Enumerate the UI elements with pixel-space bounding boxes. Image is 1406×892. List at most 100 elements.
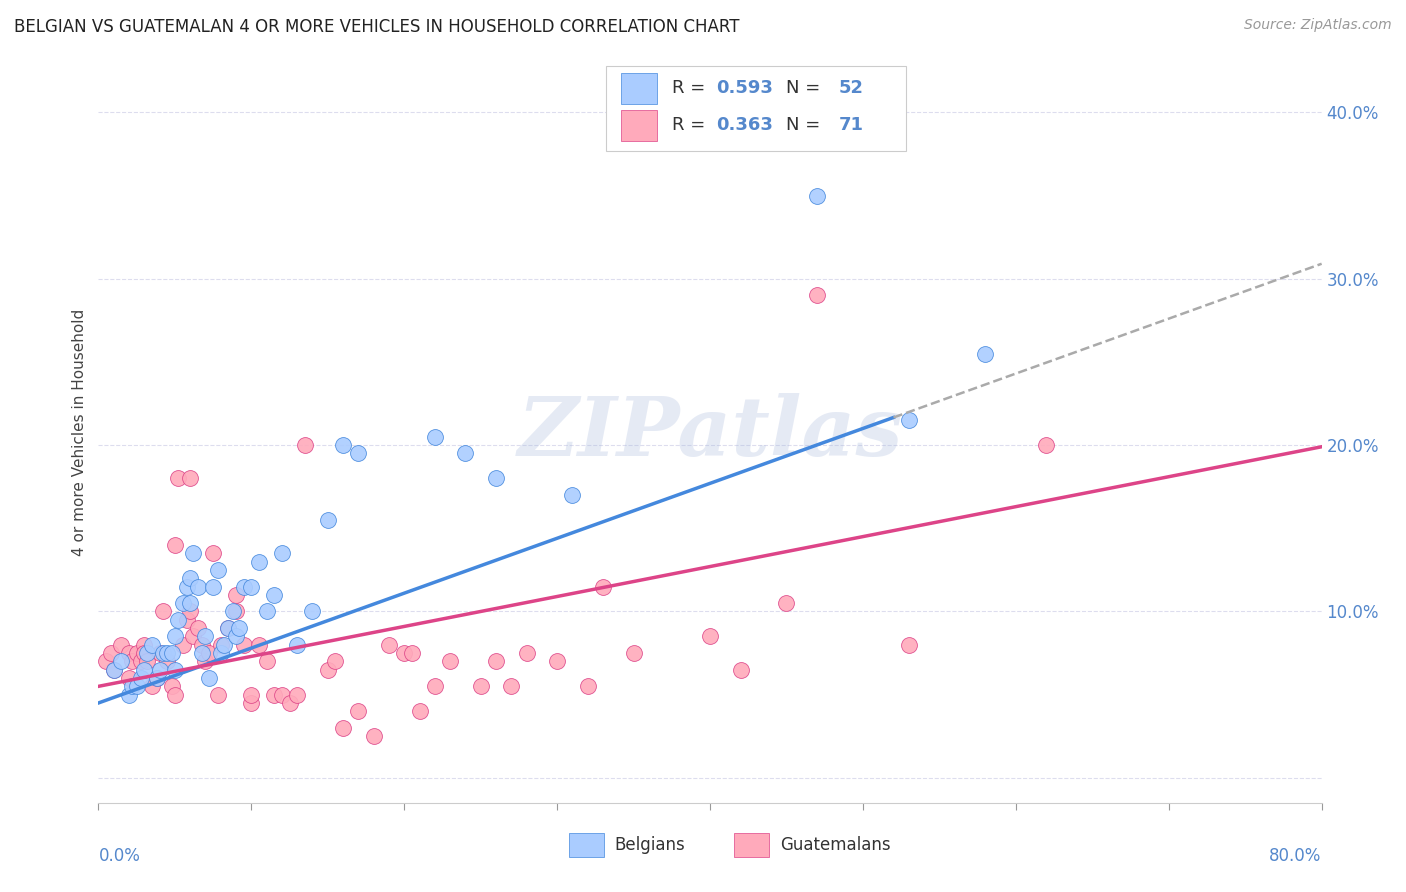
Point <box>125 646 148 660</box>
Point <box>163 663 186 677</box>
Point <box>176 613 198 627</box>
FancyBboxPatch shape <box>569 833 603 857</box>
FancyBboxPatch shape <box>734 833 769 857</box>
Point <box>225 629 247 643</box>
Point <box>806 288 828 302</box>
Point <box>100 646 122 660</box>
Point <box>363 729 385 743</box>
Point <box>806 188 828 202</box>
Point <box>222 605 245 619</box>
Text: Guatemalans: Guatemalans <box>780 836 890 854</box>
Text: BELGIAN VS GUATEMALAN 4 OR MORE VEHICLES IN HOUSEHOLD CORRELATION CHART: BELGIAN VS GUATEMALAN 4 OR MORE VEHICLES… <box>14 18 740 36</box>
Point <box>392 646 416 660</box>
Point <box>454 446 477 460</box>
Point <box>561 488 583 502</box>
Point <box>401 646 423 660</box>
Point <box>228 621 250 635</box>
Point <box>240 688 263 702</box>
Point <box>217 621 239 635</box>
Point <box>145 671 167 685</box>
Point <box>197 671 219 685</box>
Point <box>118 646 141 660</box>
Text: 0.363: 0.363 <box>716 116 773 135</box>
Point <box>316 513 339 527</box>
Text: 0.0%: 0.0% <box>98 847 141 865</box>
Point <box>332 438 354 452</box>
Point <box>141 638 163 652</box>
Point <box>167 613 190 627</box>
Point <box>263 688 285 702</box>
FancyBboxPatch shape <box>606 66 905 152</box>
Point <box>974 346 997 360</box>
Point <box>332 721 354 735</box>
Point <box>152 605 174 619</box>
Point <box>202 546 225 560</box>
Point <box>129 671 152 685</box>
Point <box>423 430 446 444</box>
Point <box>316 663 339 677</box>
Point <box>263 588 285 602</box>
Point <box>301 605 323 619</box>
Point <box>546 654 568 668</box>
Point <box>240 696 263 710</box>
Text: N =: N = <box>786 79 825 97</box>
Point <box>187 580 209 594</box>
Point <box>125 679 148 693</box>
Point <box>156 654 179 668</box>
Point <box>225 588 247 602</box>
Point <box>187 621 209 635</box>
Point <box>232 638 254 652</box>
Point <box>294 438 316 452</box>
Point <box>212 638 235 652</box>
Point <box>149 646 172 660</box>
Point <box>194 654 217 668</box>
Text: R =: R = <box>672 116 711 135</box>
Point <box>209 638 232 652</box>
Point <box>592 580 614 594</box>
Point <box>134 663 156 677</box>
Point <box>129 654 152 668</box>
Point <box>121 679 143 693</box>
FancyBboxPatch shape <box>620 110 658 141</box>
Point <box>485 654 508 668</box>
FancyBboxPatch shape <box>620 73 658 103</box>
Point <box>347 704 370 718</box>
Point <box>121 654 143 668</box>
Point <box>485 471 508 485</box>
Point <box>136 654 159 668</box>
Point <box>623 646 645 660</box>
Point <box>209 646 232 660</box>
Point <box>378 638 401 652</box>
Point <box>118 688 141 702</box>
Text: 71: 71 <box>838 116 863 135</box>
Point <box>501 679 523 693</box>
Point <box>225 605 247 619</box>
Point <box>160 679 183 693</box>
Point <box>191 646 214 660</box>
Point <box>423 679 446 693</box>
Point <box>207 688 229 702</box>
Point <box>145 671 167 685</box>
Point <box>167 471 190 485</box>
Point <box>699 629 721 643</box>
Text: 80.0%: 80.0% <box>1270 847 1322 865</box>
Point <box>256 605 278 619</box>
Text: 0.593: 0.593 <box>716 79 773 97</box>
Point <box>179 471 201 485</box>
Y-axis label: 4 or more Vehicles in Household: 4 or more Vehicles in Household <box>72 309 87 557</box>
Point <box>256 654 278 668</box>
Point <box>134 638 156 652</box>
Point <box>325 654 347 668</box>
Point <box>152 646 174 660</box>
Point <box>136 646 159 660</box>
Point <box>232 580 254 594</box>
Point <box>775 596 797 610</box>
Point <box>270 546 294 560</box>
Point <box>576 679 599 693</box>
Point <box>247 555 270 569</box>
Point <box>217 621 239 635</box>
Point <box>194 629 217 643</box>
Point <box>240 580 263 594</box>
Point <box>176 580 198 594</box>
Point <box>110 638 132 652</box>
